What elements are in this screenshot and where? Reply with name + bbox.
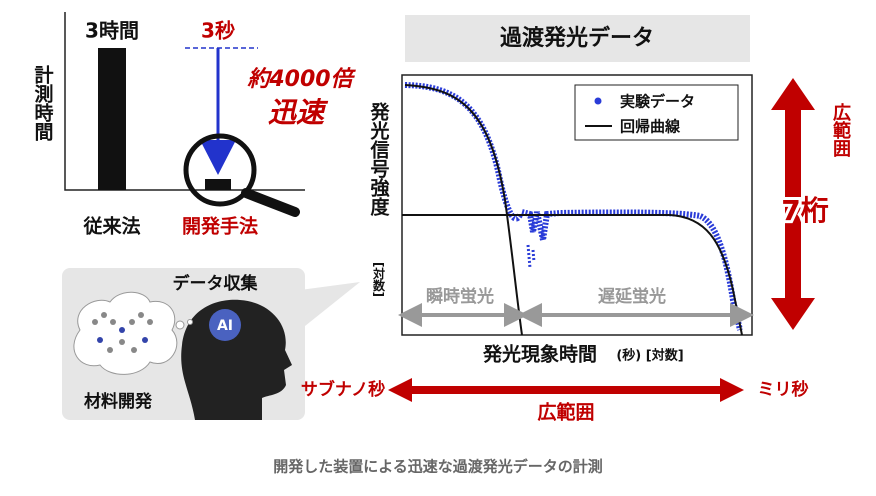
legend-label: 実験データ — [620, 93, 695, 111]
legend — [574, 84, 739, 141]
conventional-bar — [98, 48, 126, 190]
y-label: 計測時間 — [32, 64, 54, 141]
x-unit: (秒) [対数] — [616, 348, 683, 364]
arrow-head — [200, 140, 236, 175]
legend-marker — [594, 97, 602, 105]
plot: 過渡発光データ 発光信号強度 [対数] 実験データ 回帰曲線 瞬時蛍光 遅延蛍光… — [368, 15, 754, 366]
new-time: 3秒 — [201, 19, 235, 43]
speedup: 約4000倍 — [247, 67, 356, 92]
new-bar — [205, 179, 231, 190]
title-bg — [405, 15, 750, 62]
plot-title: 過渡発光データ — [500, 25, 654, 51]
conventional-label: 従来法 — [82, 215, 140, 238]
materials: 材料開発 — [84, 391, 153, 412]
regression-delayed — [402, 214, 743, 336]
prompt-label: 瞬時蛍光 — [426, 286, 494, 307]
range-end: ミリ秒 — [758, 379, 809, 400]
vertical-range-label: 広範囲 — [830, 102, 851, 158]
y-label: 発光信号強度 — [368, 101, 391, 217]
horizontal-arrow — [388, 378, 744, 402]
ai-panel: AI データ収集 材料開発 — [62, 268, 360, 420]
range-start: サブナノ秒 — [301, 379, 385, 400]
thought-dot — [187, 319, 193, 325]
vertical-arrow — [771, 78, 815, 330]
vertical-range: 広範囲 7桁 — [771, 78, 851, 330]
legend-label: 回帰曲線 — [620, 118, 681, 136]
data-collection: データ収集 — [173, 273, 259, 294]
regression-prompt — [404, 84, 523, 336]
caption: 開発した装置による迅速な過渡発光データの計測 — [273, 458, 603, 476]
ai: AI — [217, 318, 233, 334]
y-unit: [対数] — [372, 262, 386, 297]
thought-cloud — [73, 291, 178, 375]
thought-dot — [175, 320, 185, 330]
magnifier-handle — [241, 188, 300, 217]
digits: 7桁 — [781, 194, 828, 227]
molecule — [92, 312, 153, 353]
delayed-label: 遅延蛍光 — [598, 286, 666, 307]
magnifier — [183, 133, 257, 207]
speedup-word: 迅速 — [268, 96, 329, 129]
time-comparison: 計測時間 3時間 3秒 約4000倍 迅速 従来法 開発手法 — [32, 12, 357, 238]
speech-pointer — [300, 282, 360, 330]
horizontal-range: サブナノ秒 ミリ秒 広範囲 — [301, 378, 809, 424]
new-method-label: 開発手法 — [182, 215, 258, 238]
head — [181, 299, 292, 420]
x-label: 発光現象時間 — [482, 343, 597, 366]
horizontal-range-label: 広範囲 — [537, 401, 594, 424]
conventional-time: 3時間 — [85, 19, 139, 43]
ai-circle — [209, 309, 241, 341]
